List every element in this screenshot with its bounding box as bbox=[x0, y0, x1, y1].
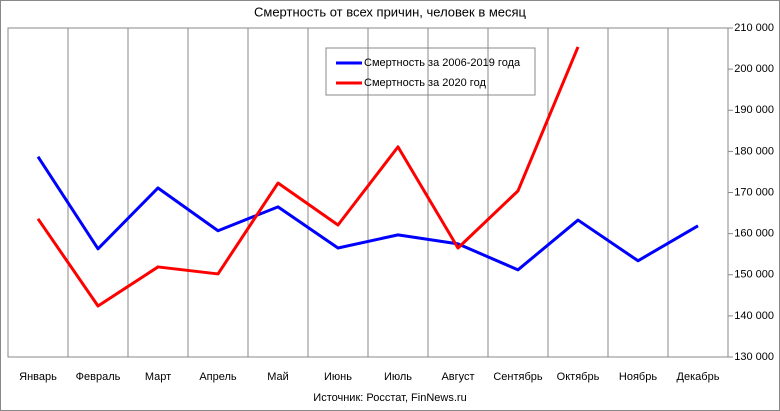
y-tick-label: 180 000 bbox=[734, 145, 774, 157]
legend-box bbox=[325, 47, 536, 96]
y-tick-label: 140 000 bbox=[734, 310, 774, 322]
chart-title: Смертность от всех причин, человек в мес… bbox=[254, 4, 527, 19]
source: Источник: Росстат, FinNews.ru bbox=[313, 392, 466, 404]
x-tick-label: Июль bbox=[384, 371, 412, 383]
series-line bbox=[36, 46, 580, 308]
y-tick-label: 200 000 bbox=[734, 63, 774, 75]
x-tick-label: Октябрь bbox=[557, 371, 600, 383]
y-tick-label: 130 000 bbox=[734, 351, 774, 363]
x-tick-label: Январь bbox=[19, 371, 57, 383]
x-tick-label: Март bbox=[145, 371, 171, 383]
y-tick-label: 160 000 bbox=[734, 228, 774, 240]
x-tick-label: Август bbox=[441, 371, 474, 383]
x-tick-label: Сентябрь bbox=[493, 371, 543, 383]
x-tick-label: Июнь bbox=[324, 371, 352, 383]
legend-label: Смертность за 2020 год bbox=[364, 77, 486, 89]
y-tick-label: 210 000 bbox=[734, 22, 774, 34]
x-tick-label: Декабрь bbox=[677, 371, 720, 383]
y-tick-label: 150 000 bbox=[734, 269, 774, 281]
y-tick-label: 190 000 bbox=[734, 104, 774, 116]
series-line bbox=[36, 155, 699, 272]
x-tick-label: Апрель bbox=[199, 371, 237, 383]
x-tick-label: Май bbox=[267, 371, 289, 383]
x-tick-label: Ноябрь bbox=[619, 371, 657, 383]
x-tick-label: Февраль bbox=[76, 371, 121, 383]
legend-label: Смертность за 2006-2019 года bbox=[364, 57, 521, 69]
y-tick-label: 170 000 bbox=[734, 186, 774, 198]
